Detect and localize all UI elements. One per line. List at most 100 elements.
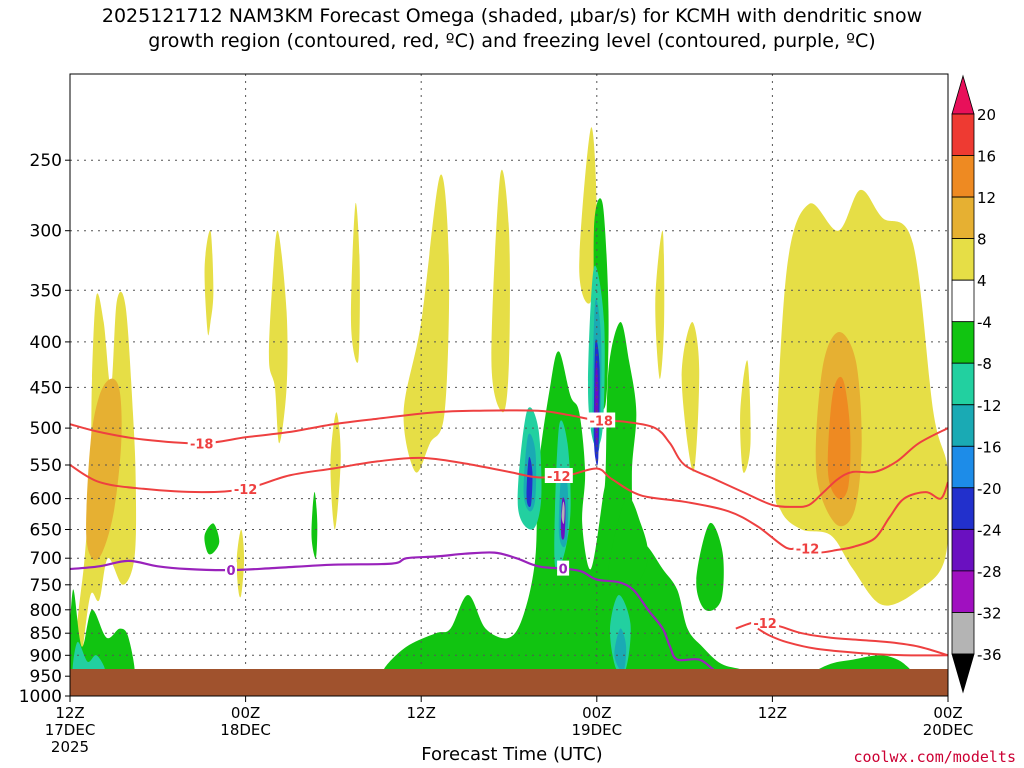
omega-region-12 [740, 360, 751, 473]
colorbar-box-2 [951, 196, 975, 240]
omega-region-7 [403, 174, 450, 473]
y-tick-label-750: 750 [30, 576, 62, 596]
dgz-label-2-0: -12 [753, 617, 777, 632]
x-tick-label-12-0: 00Z [231, 704, 260, 722]
dgz-label-1-1: -12 [547, 470, 571, 485]
colorbar-box-11 [951, 570, 975, 613]
omega-region-6 [350, 202, 360, 363]
omega-region-1 [86, 378, 122, 561]
colorbar-label-10: -24 [977, 521, 1002, 539]
colorbar-label-3: 8 [977, 231, 987, 249]
chart-title: 2025121712 NAM3KM Forecast Omega (shaded… [0, 4, 1024, 54]
dgz-label-0-1: -18 [589, 415, 613, 430]
omega-region-5 [330, 412, 341, 530]
ground-surface [70, 669, 948, 696]
omega-region-9 [579, 127, 597, 304]
omega-region-10 [655, 230, 665, 379]
dgz-label-1-2: -12 [796, 543, 820, 558]
x-tick-label-60-0: 00Z [933, 704, 962, 722]
y-tick-label-350: 350 [30, 281, 62, 301]
freezing-label-4-1: 0 [559, 563, 568, 578]
x-tick-label-12-1: 18DEC [220, 721, 271, 739]
omega-region-4 [268, 230, 288, 444]
freezing-contour-4 [70, 551, 741, 690]
colorbar-label-7: -12 [977, 397, 1002, 415]
y-tick-label-800: 800 [30, 601, 62, 621]
dgz-contour-1 [70, 456, 948, 554]
colorbar-box-4 [951, 279, 975, 323]
x-tick-label-36-1: 19DEC [572, 721, 623, 739]
omega-shading [70, 127, 948, 693]
dgz-label-0-0: -18 [190, 437, 214, 452]
y-tick-label-600: 600 [30, 490, 62, 510]
y-tick-label-550: 550 [30, 456, 62, 476]
colorbar-label-8: -16 [977, 438, 1002, 456]
colorbar-box-1 [951, 155, 975, 198]
y-tick-label-650: 650 [30, 521, 62, 541]
dgz-label-bg-0-1 [587, 412, 616, 428]
colorbar-box-10 [951, 529, 975, 572]
y-tick-label-300: 300 [30, 222, 62, 242]
colorbar-label-12: -32 [977, 605, 1002, 623]
colorbar-box-5 [951, 321, 975, 364]
colorbar-box-7 [951, 404, 975, 447]
x-tick-label-0-2: 2025 [51, 738, 89, 756]
omega-region-18 [204, 523, 220, 555]
freezing-label-4-0: 0 [226, 564, 235, 579]
colorbar-bottom-arrow [951, 653, 975, 694]
colorbar-label-1: 16 [977, 148, 996, 166]
omega-region-22 [608, 497, 649, 601]
plot-frame [69, 73, 949, 697]
credit-text: coolwx.com/modelts [853, 748, 1016, 766]
colorbar-box-6 [951, 362, 975, 406]
colorbar-top-arrow [951, 74, 975, 115]
omega-region-23 [696, 522, 724, 612]
omega-region-13 [775, 189, 948, 606]
dgz-label-bg-1-2 [793, 540, 822, 556]
x-tick-label-24-0: 12Z [407, 704, 436, 722]
omega-region-31 [614, 628, 627, 673]
colorbar-label-0: 20 [977, 106, 996, 124]
contours: -18 -18 -12 -12 -12 -12 0 0 [70, 409, 948, 690]
title-line-2: growth region (contoured, red, ºC) and f… [148, 30, 876, 52]
x-tick-label-36-0: 00Z [582, 704, 611, 722]
y-tick-label-400: 400 [30, 333, 62, 353]
omega-region-3 [236, 529, 245, 598]
colorbar-label-5: -4 [977, 314, 992, 332]
colorbar-label-6: -8 [977, 355, 992, 373]
dgz-label-bg-0-0 [187, 435, 216, 451]
dgz-label-bg-2-0 [751, 615, 780, 631]
dgz-label-bg-1-0 [231, 480, 260, 496]
omega-region-33 [526, 456, 533, 508]
colorbar-box-9 [951, 487, 975, 530]
colorbar-box-3 [951, 238, 975, 281]
omega-region-20 [380, 322, 914, 687]
x-tick-label-0-1: 17DEC [45, 721, 96, 739]
x-tick-label-0-0: 12Z [55, 704, 84, 722]
x-axis-title: Forecast Time (UTC) [421, 744, 603, 765]
y-tick-label-1000: 1000 [19, 687, 62, 707]
x-tick-label-48-0: 12Z [758, 704, 787, 722]
colorbar-label-11: -28 [977, 563, 1002, 581]
dgz-contour-3 [757, 627, 948, 657]
colorbar-label-9: -20 [977, 480, 1002, 498]
dgz-contour-0 [70, 409, 948, 508]
colorbar-label-4: 4 [977, 272, 987, 290]
colorbar-label-2: 12 [977, 189, 996, 207]
omega-region-36 [561, 501, 565, 524]
omega-region-2 [204, 230, 214, 336]
freezing-label-bg-4-0 [225, 562, 237, 578]
dgz-label-bg-1-1 [544, 468, 573, 483]
colorbar-box-8 [951, 445, 975, 489]
y-tick-label-850: 850 [30, 624, 62, 644]
omega-region-19 [311, 491, 318, 559]
y-tick-label-250: 250 [30, 151, 62, 171]
y-axis: 2503003504004505005506006507007508008509… [19, 151, 70, 707]
x-tick-label-60-1: 20DEC [923, 721, 974, 739]
colorbar-box-12 [951, 612, 975, 655]
omega-region-11 [681, 322, 700, 472]
y-tick-label-450: 450 [30, 378, 62, 398]
y-tick-label-900: 900 [30, 646, 62, 666]
